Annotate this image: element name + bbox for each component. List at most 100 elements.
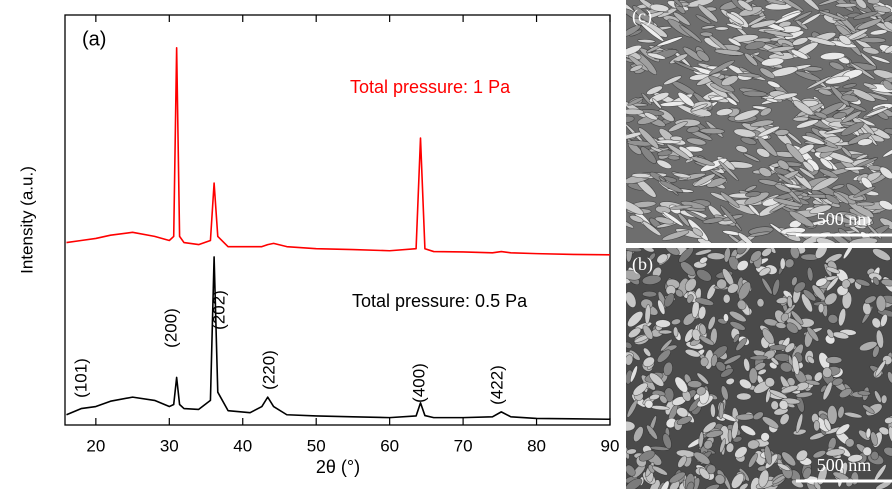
sem-grain	[644, 304, 651, 325]
x-tick-label: 80	[527, 436, 546, 455]
sem-grain	[670, 135, 683, 142]
sem-grain	[727, 283, 739, 294]
sem-grain	[677, 455, 687, 468]
sem-grain	[644, 112, 658, 121]
sem-grain	[718, 160, 739, 181]
sem-grain	[626, 248, 643, 253]
sem-grain	[767, 45, 795, 53]
sem-grain	[727, 37, 742, 47]
sem-grain	[871, 317, 881, 329]
sem-grain	[626, 448, 637, 455]
sem-grain	[665, 248, 680, 256]
sem-grain	[842, 83, 857, 89]
sem-grain	[761, 277, 773, 295]
sem-grain	[686, 481, 695, 489]
sem-grain	[699, 323, 707, 336]
x-tick-label: 50	[307, 436, 326, 455]
sem-grain	[806, 36, 837, 46]
scale-label: 500 nm	[817, 209, 872, 229]
sem-grain	[646, 424, 658, 440]
series-line	[66, 47, 611, 256]
sem-grain	[795, 449, 808, 462]
sem-grain	[696, 372, 709, 385]
x-tick-label: 70	[454, 436, 473, 455]
sem-grain	[686, 137, 707, 146]
sem-grain	[679, 24, 702, 43]
sem-grain	[775, 322, 787, 329]
sem-grain	[761, 57, 785, 67]
sem-grain	[641, 92, 652, 105]
sem-grain	[626, 354, 634, 366]
sem-grain	[814, 248, 828, 259]
sem-grain	[703, 439, 713, 450]
sem-grain	[855, 278, 871, 287]
sem-grain	[841, 94, 859, 102]
sem-grain	[825, 448, 845, 457]
x-tick-label: 60	[380, 436, 399, 455]
sem-grain	[805, 379, 821, 386]
sem-grain	[774, 183, 792, 193]
sem-grain	[657, 299, 666, 315]
sem-grain	[737, 72, 762, 78]
sem-grain	[736, 248, 748, 255]
sem-grain	[764, 445, 773, 465]
sem-grain	[826, 213, 856, 225]
scale-label: 500 nm	[817, 455, 872, 475]
sem-grain	[857, 390, 871, 396]
sem-grain	[722, 293, 731, 304]
sem-grain	[704, 483, 720, 489]
sem-grain	[699, 31, 713, 37]
sem-grain	[641, 274, 662, 285]
sem-grain	[779, 413, 790, 426]
sem-grain	[626, 269, 641, 281]
sem-grain	[818, 88, 833, 96]
sem-grain	[739, 378, 752, 390]
sem-grain	[714, 49, 745, 56]
sem-grain	[779, 362, 793, 373]
sem-grain	[720, 385, 729, 401]
sem-grain	[822, 367, 833, 378]
sem-grain	[838, 308, 847, 327]
sem-grain	[659, 395, 668, 404]
sem-grain	[660, 338, 673, 352]
sem-grain	[792, 116, 809, 122]
sem-grain	[725, 377, 735, 385]
x-tick-label: 40	[233, 436, 252, 455]
sem-grain	[714, 26, 729, 31]
sem-grain	[627, 97, 644, 106]
sem-grain	[626, 399, 638, 418]
sem-grain	[640, 146, 657, 164]
sem-grain	[678, 248, 694, 263]
sem-grain	[698, 467, 710, 480]
sem-grain	[656, 349, 671, 363]
sem-texture	[626, 0, 892, 243]
series-label: Total pressure: 0.5 Pa	[352, 291, 528, 311]
sem-grain	[747, 439, 760, 450]
sem-grain	[735, 337, 748, 352]
sem-grain	[866, 0, 881, 5]
sem-grain	[743, 357, 751, 372]
sem-grain	[825, 356, 843, 364]
sem-grain	[792, 100, 814, 116]
sem-grain	[651, 98, 662, 109]
sem-grain	[843, 166, 866, 171]
sem-grain	[864, 295, 877, 304]
sem-texture	[626, 248, 892, 489]
sem-grain	[663, 361, 673, 377]
sem-grain	[677, 213, 690, 227]
sem-grain	[800, 13, 821, 26]
sem-grain	[665, 417, 677, 429]
sem-grain	[827, 314, 839, 324]
sem-grain	[793, 281, 806, 293]
sem-grain	[849, 237, 878, 243]
sem-grain	[769, 344, 788, 351]
sem-grain	[744, 185, 757, 192]
sem-grain	[857, 138, 873, 146]
sem-grain	[777, 159, 790, 171]
sem-grain	[758, 167, 772, 177]
sem-grain	[853, 186, 876, 198]
sem-images: (c) 500 nm (b) 500 nm	[626, 0, 892, 489]
sem-grain	[736, 299, 747, 310]
sem-grain	[658, 329, 673, 335]
